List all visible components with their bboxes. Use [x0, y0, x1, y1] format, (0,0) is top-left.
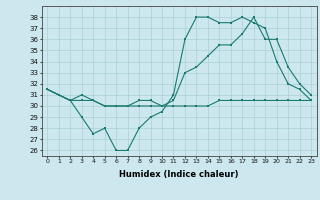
X-axis label: Humidex (Indice chaleur): Humidex (Indice chaleur): [119, 170, 239, 179]
